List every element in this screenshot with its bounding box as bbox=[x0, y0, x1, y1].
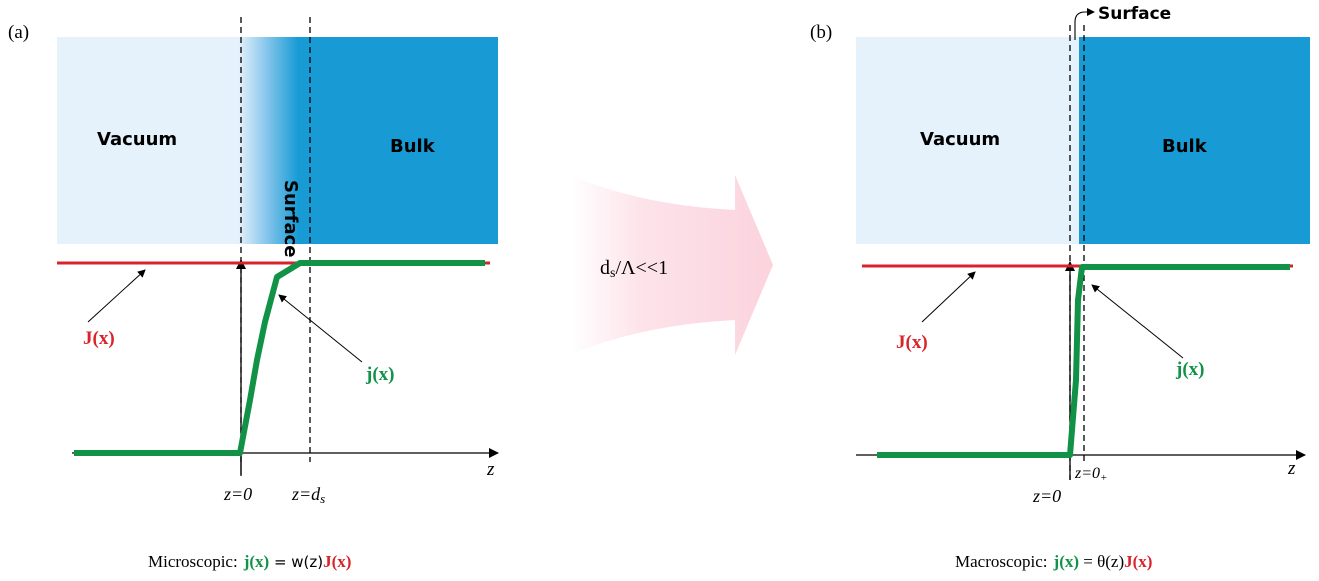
J-label: J(x) bbox=[83, 328, 115, 349]
j-label-b: j(x) bbox=[1175, 359, 1204, 380]
J-pointer-arrow bbox=[87, 269, 146, 323]
caption-a: Microscopic: j(x) = w(z)J(x) bbox=[148, 552, 351, 571]
surface-region bbox=[238, 37, 298, 244]
z-axis-label-b: z bbox=[1287, 458, 1296, 479]
surface-callout-line bbox=[1074, 8, 1095, 40]
vacuum-label: Vacuum bbox=[97, 129, 177, 150]
panel-b: (b) Vacuum Bulk Surface J(x) j(x) z z=0 … bbox=[810, 4, 1310, 571]
j-pointer-arrow bbox=[278, 294, 363, 363]
j-pointer-arrow-b bbox=[1091, 284, 1184, 359]
tick-z0-label-b: z=0 bbox=[1032, 486, 1061, 506]
vacuum-label-b: Vacuum bbox=[920, 129, 1000, 150]
j-curve bbox=[74, 260, 485, 456]
caption-b: Macroscopic: j(x) = θ(z)J(x) bbox=[955, 552, 1152, 571]
tick-zds-label: z=ds bbox=[291, 484, 325, 506]
panel-b-tag: (b) bbox=[810, 22, 832, 43]
big-arrow-shape bbox=[570, 175, 773, 355]
bulk-region bbox=[298, 37, 498, 244]
ratio-label: ds/Λ<<1 bbox=[600, 257, 668, 281]
surface-label: Surface bbox=[280, 180, 301, 258]
j-label: j(x) bbox=[365, 364, 394, 385]
tick-z0-label: z=0 bbox=[223, 484, 252, 504]
panel-a: (a) Vacuum Surface Bulk J(x) j(x) z z=0 … bbox=[8, 17, 499, 571]
vacuum-region bbox=[57, 37, 238, 244]
surface-label-b: Surface bbox=[1098, 4, 1171, 24]
tick-z0plus-label-b: z=0+ bbox=[1074, 465, 1107, 484]
bulk-label-b: Bulk bbox=[1162, 136, 1208, 157]
bulk-region-b bbox=[1079, 37, 1310, 244]
bulk-label: Bulk bbox=[390, 136, 436, 157]
z-axis-label: z bbox=[486, 459, 495, 480]
j-curve-b bbox=[877, 264, 1290, 458]
panel-a-tag: (a) bbox=[8, 22, 29, 43]
J-pointer-arrow-b bbox=[921, 271, 976, 323]
transition-arrow: ds/Λ<<1 bbox=[570, 175, 773, 355]
J-label-b: J(x) bbox=[896, 332, 928, 353]
vacuum-region-b bbox=[856, 37, 1079, 244]
